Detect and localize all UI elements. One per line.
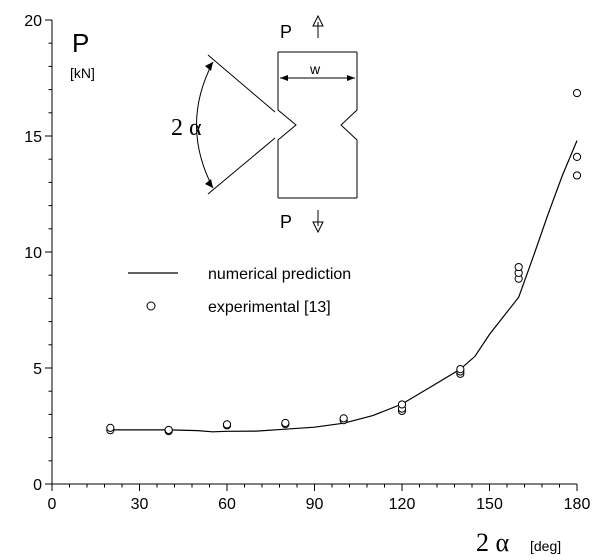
load-arrowhead-bottom (312, 221, 324, 234)
x-tick-label: 60 (218, 496, 236, 513)
experimental-point (397, 400, 407, 409)
experimental-point (281, 418, 290, 428)
x-tick-label: 120 (389, 496, 416, 513)
y-tick-label: 15 (24, 129, 42, 146)
experimental-point (456, 365, 465, 374)
specimen-inset: 2 α w P P (171, 14, 358, 234)
width-arrowhead-right (347, 75, 355, 81)
experimental-point (572, 171, 582, 180)
legend: numerical prediction experimental [13] (128, 266, 351, 316)
experimental-point (514, 262, 523, 272)
experimental-point (106, 423, 115, 432)
experimental-point (339, 414, 348, 423)
y-axis-unit: [kN] (70, 65, 95, 81)
specimen-left-edge (277, 52, 297, 198)
load-label-bottom: P (280, 212, 292, 232)
x-tick-label: 150 (476, 496, 503, 513)
load-arrowhead-top (312, 14, 324, 27)
legend-label-experimental: experimental [13] (208, 299, 331, 316)
notch-flank-lower (207, 137, 276, 195)
x-tick-label: 0 (48, 496, 57, 513)
angle-label: 2 α (171, 115, 202, 141)
x-tick-label: 180 (564, 496, 591, 513)
notch-flank-upper (207, 54, 276, 113)
y-tick-label: 10 (24, 245, 42, 262)
y-axis-label: P (72, 28, 89, 58)
y-tick-label: 5 (33, 361, 42, 378)
width-label: w (309, 61, 321, 77)
y-tick-label: 0 (33, 477, 42, 494)
specimen-right-edge (340, 52, 358, 198)
axes (51, 20, 577, 485)
ticks (45, 19, 578, 491)
x-tick-label: 30 (131, 496, 149, 513)
experimental-point (572, 152, 582, 161)
experimental-point (222, 420, 232, 429)
width-arrowhead-left (280, 75, 288, 81)
x-tick-label: 90 (306, 496, 324, 513)
x-axis-unit: [deg] (530, 538, 561, 554)
angle-arc (196, 61, 214, 189)
experimental-point (572, 88, 582, 98)
x-axis-label: 2 α (476, 528, 510, 557)
series-layer (106, 88, 582, 436)
numerical-prediction-line (110, 140, 578, 433)
angle-arrowhead-bottom (205, 179, 213, 188)
angle-arrowhead-top (205, 62, 213, 71)
load-label-top: P (280, 22, 292, 42)
tick-labels: 0 30 60 90 120 150 180 0 5 10 15 20 (24, 13, 590, 513)
legend-label-numerical: numerical prediction (208, 266, 351, 283)
experimental-point (164, 425, 173, 435)
legend-circle-swatch (146, 301, 156, 311)
y-tick-label: 20 (24, 13, 42, 30)
